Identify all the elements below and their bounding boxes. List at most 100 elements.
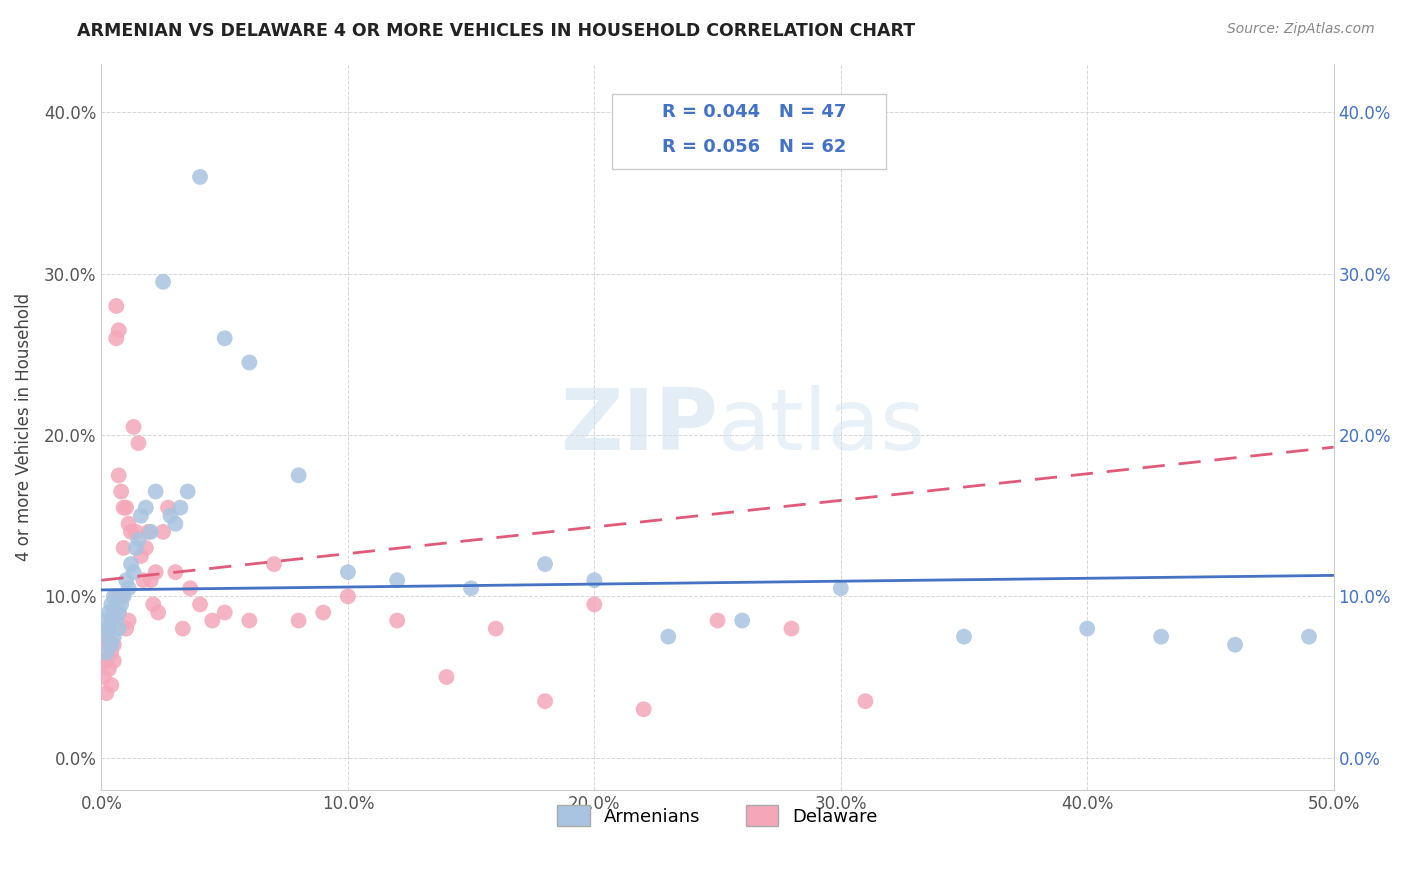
- Point: [583, 598, 606, 612]
- Point: [855, 694, 877, 708]
- Point: [177, 484, 200, 499]
- Point: [238, 614, 260, 628]
- Point: [117, 516, 139, 531]
- Point: [159, 508, 181, 523]
- Point: [263, 557, 285, 571]
- Point: [103, 606, 125, 620]
- Point: [107, 606, 129, 620]
- Point: [165, 565, 187, 579]
- Point: [188, 598, 211, 612]
- Point: [100, 614, 122, 628]
- Point: [214, 331, 236, 345]
- Point: [132, 573, 155, 587]
- Point: [127, 533, 149, 547]
- Point: [953, 630, 976, 644]
- Point: [145, 565, 167, 579]
- Point: [100, 598, 122, 612]
- Point: [336, 565, 359, 579]
- Point: [115, 573, 138, 587]
- Point: [312, 606, 335, 620]
- Point: [336, 590, 359, 604]
- Point: [93, 670, 115, 684]
- Point: [96, 654, 118, 668]
- Point: [103, 630, 125, 644]
- Point: [103, 590, 125, 604]
- Point: [129, 549, 152, 563]
- Point: [165, 516, 187, 531]
- Point: [125, 541, 148, 555]
- Point: [97, 622, 120, 636]
- Point: [1150, 630, 1173, 644]
- Point: [145, 484, 167, 499]
- Point: [385, 614, 408, 628]
- Point: [238, 355, 260, 369]
- Point: [96, 630, 118, 644]
- Point: [107, 622, 129, 636]
- Point: [534, 557, 557, 571]
- Point: [122, 420, 145, 434]
- Point: [179, 582, 201, 596]
- Point: [103, 654, 125, 668]
- Point: [96, 614, 118, 628]
- Point: [136, 524, 159, 539]
- Point: [100, 638, 122, 652]
- Point: [107, 468, 129, 483]
- Point: [460, 582, 482, 596]
- Y-axis label: 4 or more Vehicles in Household: 4 or more Vehicles in Household: [15, 293, 32, 561]
- Point: [120, 524, 142, 539]
- Point: [706, 614, 728, 628]
- Point: [107, 323, 129, 337]
- Point: [1298, 630, 1320, 644]
- Point: [112, 500, 135, 515]
- Point: [485, 622, 508, 636]
- Point: [105, 590, 128, 604]
- Point: [287, 614, 309, 628]
- Point: [120, 557, 142, 571]
- Point: [112, 590, 135, 604]
- Point: [135, 541, 157, 555]
- Point: [385, 573, 408, 587]
- Point: [125, 524, 148, 539]
- Point: [115, 622, 138, 636]
- Point: [139, 524, 162, 539]
- Point: [100, 646, 122, 660]
- Point: [97, 606, 120, 620]
- Text: ARMENIAN VS DELAWARE 4 OR MORE VEHICLES IN HOUSEHOLD CORRELATION CHART: ARMENIAN VS DELAWARE 4 OR MORE VEHICLES …: [77, 22, 915, 40]
- Point: [107, 606, 129, 620]
- Text: R = 0.056   N = 62: R = 0.056 N = 62: [662, 138, 846, 156]
- Point: [436, 670, 458, 684]
- Point: [103, 638, 125, 652]
- Point: [112, 541, 135, 555]
- Point: [110, 590, 132, 604]
- Point: [188, 169, 211, 184]
- Text: atlas: atlas: [717, 385, 925, 468]
- Point: [97, 638, 120, 652]
- Point: [1223, 638, 1246, 652]
- Point: [122, 565, 145, 579]
- Point: [93, 630, 115, 644]
- Point: [139, 573, 162, 587]
- Point: [146, 606, 169, 620]
- Point: [105, 331, 128, 345]
- Point: [731, 614, 754, 628]
- Point: [830, 582, 852, 596]
- Point: [97, 622, 120, 636]
- Point: [105, 299, 128, 313]
- Point: [105, 614, 128, 628]
- Point: [127, 436, 149, 450]
- Point: [152, 524, 174, 539]
- Point: [152, 275, 174, 289]
- Text: Source: ZipAtlas.com: Source: ZipAtlas.com: [1227, 22, 1375, 37]
- Point: [201, 614, 224, 628]
- Point: [780, 622, 803, 636]
- Point: [657, 630, 679, 644]
- Point: [142, 598, 165, 612]
- Point: [115, 500, 138, 515]
- Point: [633, 702, 655, 716]
- Point: [117, 582, 139, 596]
- Point: [105, 598, 128, 612]
- Point: [117, 614, 139, 628]
- Point: [129, 508, 152, 523]
- Point: [583, 573, 606, 587]
- Point: [214, 606, 236, 620]
